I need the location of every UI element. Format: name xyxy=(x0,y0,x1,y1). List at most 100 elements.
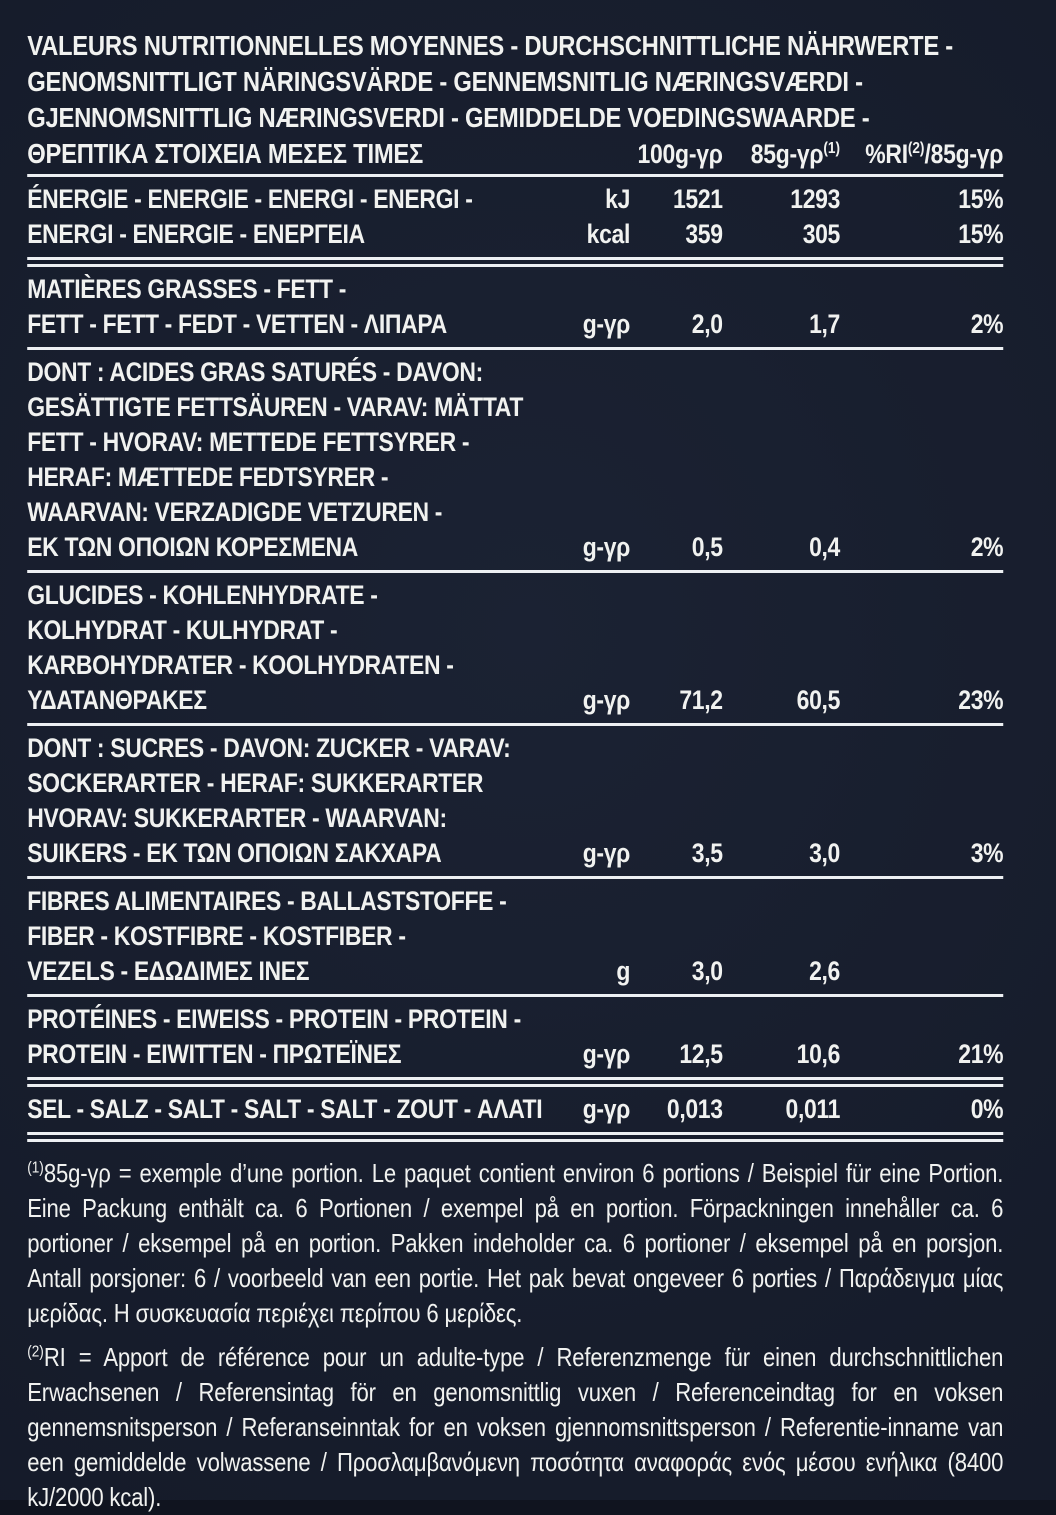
separator-line xyxy=(27,347,1004,350)
value-unit: g-γρ xyxy=(582,1094,631,1124)
nutrient-section-saturated-fat: DONT : ACIDES GRAS SATURÉS - DAVON: GESÄT… xyxy=(27,352,1003,568)
value-ri-percent: 21% xyxy=(958,1039,1004,1069)
value-per100g: 12,5 xyxy=(679,1039,723,1069)
nutrient-label-line: SEL - SALZ - SALT - SALT - SALT - ZOUT -… xyxy=(27,1094,543,1124)
value-ri-percent: 23% xyxy=(958,685,1004,715)
separator-line xyxy=(27,174,1004,177)
column-header-100g: 100g-γρ xyxy=(637,139,723,169)
value-per85g: 1293 xyxy=(790,184,840,214)
value-per85g: 1,7 xyxy=(809,309,840,339)
nutrient-section-sugars: DONT : SUCRES - DAVON: ZUCKER - VARAV: SO… xyxy=(27,728,1003,874)
value-per85g: 3,0 xyxy=(809,838,840,868)
value-per85g: 305 xyxy=(802,219,841,249)
value-unit: g-γρ xyxy=(582,685,631,715)
value-per100g: 71,2 xyxy=(679,685,723,715)
value-unit: g-γρ xyxy=(582,838,631,868)
nutrient-label-line: KOLHYDRAT - KULHYDRAT - xyxy=(27,615,338,645)
nutrient-label-line: FETT - HVORAV: METTEDE FETTSYRER - xyxy=(27,427,470,457)
nutrient-label-line: ΥΔΑΤΑΝΘΡΑΚΕΣ xyxy=(27,685,207,715)
separator-line xyxy=(27,257,1004,267)
nutrient-label: DONT : ACIDES GRAS SATURÉS - DAVON: GESÄT… xyxy=(27,355,563,565)
nutrient-label-line: SOCKERARTER - HERAF: SUKKERARTER xyxy=(27,768,484,798)
label-title-line: VALEURS NUTRITIONNELLES MOYENNES - DURCH… xyxy=(27,30,953,61)
footnote-marker: (2) xyxy=(907,140,925,157)
nutrition-table-body: ÉNERGIE - ENERGIE - ENERGI - ENERGI - kJ 1… xyxy=(27,179,1004,1142)
value-ri-percent: 15% xyxy=(958,184,1004,214)
nutrient-label: MATIÈRES GRASSES - FETT - FETT - FETT - F… xyxy=(27,272,563,342)
nutrient-section-salt: SEL - SALZ - SALT - SALT - SALT - ZOUT -… xyxy=(27,1089,1003,1130)
label-title-line: GJENNOMSNITTLIG NÆRINGSVERDI - GEMIDDELD… xyxy=(27,102,870,133)
nutrient-label-line: WAARVAN: VERZADIGDE VETZUREN - xyxy=(27,497,443,527)
nutrient-label-line: FIBRES ALIMENTAIRES - BALLASTSTOFFE - xyxy=(27,886,507,916)
nutrient-label-line: ΕΚ ΤΩΝ ΟΠΟΙΩΝ ΚΟΡΕΣΜΕΝΑ xyxy=(27,532,359,562)
nutrient-section-protein: PROTÉINES - EIWEISS - PROTEIN - PROTEIN … xyxy=(27,999,1003,1075)
value-per85g: 2,6 xyxy=(809,956,840,986)
footnote-2-text: RI = Apport de référence pour un adulte-… xyxy=(27,1342,1004,1512)
nutrient-label: PROTÉINES - EIWEISS - PROTEIN - PROTEIN … xyxy=(27,1002,563,1072)
nutrient-label-line: GESÄTTIGTE FETTSÄUREN - VARAV: MÄTTAT xyxy=(27,392,524,422)
value-per85g: 60,5 xyxy=(796,685,841,715)
value-per100g: 359 xyxy=(685,219,723,249)
nutrient-label-line: VEZELS - ΕΔΩΔΙΜΕΣ ΙΝΕΣ xyxy=(27,956,310,986)
value-unit: kJ xyxy=(605,184,630,214)
nutrient-section-carbohydrates: GLUCIDES - KOHLENHYDRATE - KOLHYDRAT - KU… xyxy=(27,575,1003,721)
value-per100g: 3,5 xyxy=(691,838,723,868)
separator-line xyxy=(27,1132,1004,1142)
nutrient-label-line: FETT - FETT - FEDT - VETTEN - ΛΙΠΑΡΑ xyxy=(27,309,447,339)
nutrient-label-line: PROTEIN - EIWITTEN - ΠΡΩΤΕΪΝΕΣ xyxy=(27,1039,402,1069)
separator-line xyxy=(27,570,1004,573)
value-unit: kcal xyxy=(586,219,631,249)
value-per85g: 10,6 xyxy=(796,1039,841,1069)
value-ri-percent: 0% xyxy=(970,1094,1004,1124)
nutrient-label-line: HVORAV: SUKKERARTER - WAARVAN: xyxy=(27,803,447,833)
nutrient-label: SEL - SALZ - SALT - SALT - SALT - ZOUT -… xyxy=(27,1092,563,1127)
nutrient-label-line: ENERGI - ENERGIE - ΕΝΕΡΓΕΙΑ xyxy=(27,219,365,249)
label-title-greek: ΘΡΕΠΤΙΚΑ ΣΤΟΙΧΕΙΑ ΜΕΣΕΣ ΤΙΜΕΣ xyxy=(27,138,424,169)
column-header-ri: %RI(2)/85g-γρ xyxy=(865,139,1004,169)
footnote-marker: (1) xyxy=(823,140,840,157)
value-unit: g xyxy=(616,956,630,986)
nutrient-section-fat: MATIÈRES GRASSES - FETT - FETT - FETT - F… xyxy=(27,269,1003,345)
footnotes: (1)85g-γρ = exemple d’une portion. Le pa… xyxy=(27,1156,1003,1515)
column-header-row: ΘΡΕΠΤΙΚΑ ΣΤΟΙΧΕΙΑ ΜΕΣΕΣ ΤΙΜΕΣ 100g-γρ 85… xyxy=(27,136,1003,172)
separator-line xyxy=(27,723,1004,726)
nutrient-label-line: KARBOHYDRATER - KOOLHYDRATEN - xyxy=(27,650,454,680)
footnote-1: (1)85g-γρ = exemple d’une portion. Le pa… xyxy=(27,1156,1003,1331)
nutrient-label-line: GLUCIDES - KOHLENHYDRATE - xyxy=(27,580,378,610)
nutrient-section-fibre: FIBRES ALIMENTAIRES - BALLASTSTOFFE - FIB… xyxy=(27,881,1003,992)
column-header-85g: 85g-γρ(1) xyxy=(750,139,840,169)
value-ri-percent: 3% xyxy=(970,838,1004,868)
nutrient-label-line: SUIKERS - ΕΚ ΤΩΝ ΟΠΟΙΩΝ ΣΑΚΧΑΡΑ xyxy=(27,838,442,868)
value-unit: g-γρ xyxy=(582,532,631,562)
nutrient-label-line: DONT : ACIDES GRAS SATURÉS - DAVON: xyxy=(27,357,483,387)
nutrient-label-line: ÉNERGIE - ENERGIE - ENERGI - ENERGI - xyxy=(27,184,473,214)
nutrient-label-line: FIBER - KOSTFIBRE - KOSTFIBER - xyxy=(27,921,406,951)
value-unit: g-γρ xyxy=(582,309,631,339)
value-ri-percent: 2% xyxy=(970,532,1004,562)
separator-line xyxy=(27,1077,1004,1087)
value-ri-percent: 2% xyxy=(970,309,1004,339)
label-title-line: GENOMSNITTLIGT NÄRINGSVÄRDE - GENNEMSNIT… xyxy=(27,66,863,97)
value-per85g: 0,4 xyxy=(809,532,840,562)
label-header: VALEURS NUTRITIONNELLES MOYENNES - DURCH… xyxy=(27,28,1003,172)
nutrient-label-line: MATIÈRES GRASSES - FETT - xyxy=(27,274,347,304)
value-per100g: 3,0 xyxy=(691,956,723,986)
value-unit: g-γρ xyxy=(582,1039,631,1069)
value-per85g: 0,011 xyxy=(785,1094,841,1124)
nutrient-label-line: DONT : SUCRES - DAVON: ZUCKER - VARAV: xyxy=(27,733,511,763)
nutrient-label: DONT : SUCRES - DAVON: ZUCKER - VARAV: SO… xyxy=(27,731,563,871)
value-per100g: 0,013 xyxy=(666,1094,723,1124)
footnote-marker: (1) xyxy=(27,1159,44,1177)
separator-line xyxy=(27,876,1004,879)
nutrient-label: GLUCIDES - KOHLENHYDRATE - KOLHYDRAT - KU… xyxy=(27,578,563,718)
separator-line xyxy=(27,994,1004,997)
value-per100g: 1521 xyxy=(672,184,723,214)
footnote-2: (2)RI = Apport de référence pour un adul… xyxy=(27,1340,1003,1515)
value-ri-percent: 15% xyxy=(958,219,1004,249)
footnote-marker: (2) xyxy=(27,1343,44,1361)
nutrient-section-energy: ÉNERGIE - ENERGIE - ENERGI - ENERGI - kJ 1… xyxy=(27,179,1003,255)
nutrient-label-line: HERAF: MÆTTEDE FEDTSYRER - xyxy=(27,462,389,492)
value-per100g: 2,0 xyxy=(691,309,723,339)
nutrient-label: FIBRES ALIMENTAIRES - BALLASTSTOFFE - FIB… xyxy=(27,884,563,989)
